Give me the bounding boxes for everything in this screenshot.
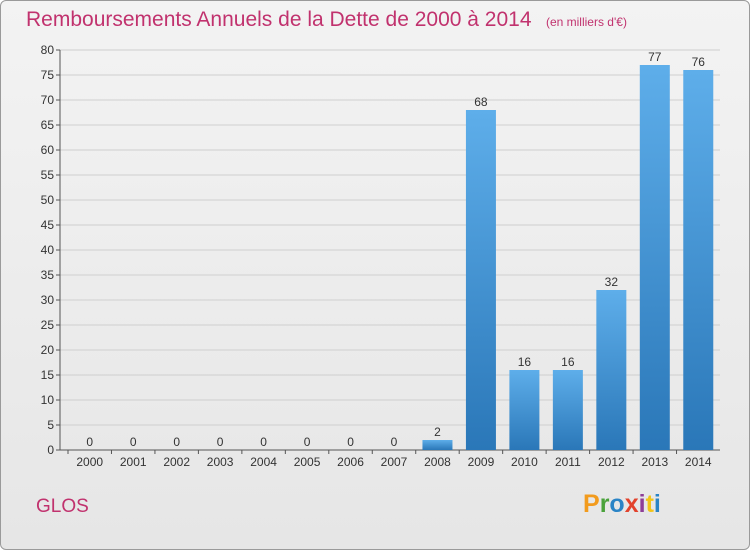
x-tick-label: 2014 bbox=[685, 455, 712, 469]
x-tick-label: 2013 bbox=[641, 455, 668, 469]
data-label: 32 bbox=[605, 275, 619, 289]
x-tick-label: 2012 bbox=[598, 455, 625, 469]
data-label: 0 bbox=[304, 435, 311, 449]
x-tick-label: 2001 bbox=[120, 455, 147, 469]
chart-title: Remboursements Annuels de la Dette de 20… bbox=[26, 8, 627, 32]
y-tick-label: 80 bbox=[41, 43, 55, 57]
y-tick-label: 15 bbox=[41, 368, 55, 382]
y-tick-label: 45 bbox=[41, 218, 55, 232]
x-tick-label: 2000 bbox=[76, 455, 103, 469]
y-tick-label: 0 bbox=[47, 443, 54, 457]
bar bbox=[639, 65, 670, 450]
data-label: 0 bbox=[260, 435, 267, 449]
x-tick-label: 2007 bbox=[381, 455, 408, 469]
logo-letter: o bbox=[609, 490, 625, 518]
chart-unit: (en milliers d'€) bbox=[545, 15, 627, 29]
y-tick-label: 40 bbox=[41, 243, 55, 257]
x-tick-label: 2009 bbox=[468, 455, 495, 469]
bar bbox=[509, 370, 540, 450]
data-label: 76 bbox=[692, 55, 706, 69]
x-tick-label: 2005 bbox=[294, 455, 321, 469]
logo-letter: i bbox=[653, 490, 661, 518]
data-label: 0 bbox=[391, 435, 398, 449]
data-label: 68 bbox=[474, 95, 488, 109]
bar bbox=[465, 110, 496, 450]
bar bbox=[422, 440, 453, 450]
logo-letter: P bbox=[583, 490, 600, 518]
bar bbox=[596, 290, 627, 450]
y-tick-label: 30 bbox=[41, 293, 55, 307]
data-label: 0 bbox=[173, 435, 180, 449]
data-label: 0 bbox=[347, 435, 354, 449]
y-tick-label: 55 bbox=[41, 168, 55, 182]
x-tick-label: 2003 bbox=[207, 455, 234, 469]
logo-letter: r bbox=[599, 490, 610, 518]
y-tick-label: 65 bbox=[41, 118, 55, 132]
logo-letter: i bbox=[638, 490, 646, 518]
y-tick-label: 10 bbox=[41, 393, 55, 407]
x-tick-label: 2006 bbox=[337, 455, 364, 469]
city-name: GLOS bbox=[36, 496, 89, 517]
y-tick-label: 75 bbox=[41, 68, 55, 82]
bars bbox=[422, 65, 714, 450]
data-label: 0 bbox=[217, 435, 224, 449]
data-label: 0 bbox=[130, 435, 137, 449]
data-label: 16 bbox=[518, 355, 532, 369]
logo-letter: x bbox=[624, 490, 639, 518]
x-tick-label: 2008 bbox=[424, 455, 451, 469]
y-tick-label: 25 bbox=[41, 318, 55, 332]
data-label: 2 bbox=[434, 425, 441, 439]
y-tick-label: 60 bbox=[41, 143, 55, 157]
x-tick-label: 2004 bbox=[250, 455, 277, 469]
y-tick-label: 50 bbox=[41, 193, 55, 207]
proxiti-logo: Proxiti bbox=[583, 490, 661, 519]
y-tick-label: 5 bbox=[47, 418, 54, 432]
bar bbox=[683, 70, 714, 450]
logo-letter: t bbox=[645, 490, 654, 518]
chart-title-text: Remboursements Annuels de la Dette de 20… bbox=[26, 8, 532, 31]
x-tick-label: 2002 bbox=[163, 455, 190, 469]
data-label: 0 bbox=[86, 435, 93, 449]
y-tick-label: 20 bbox=[41, 343, 55, 357]
x-tick-label: 2010 bbox=[511, 455, 538, 469]
bar bbox=[552, 370, 583, 450]
y-tick-label: 70 bbox=[41, 93, 55, 107]
data-label: 77 bbox=[648, 50, 662, 64]
y-tick-label: 35 bbox=[41, 268, 55, 282]
x-tick-label: 2011 bbox=[555, 455, 581, 469]
data-label: 16 bbox=[561, 355, 575, 369]
labels: 0510152025303540455055606570758020000200… bbox=[41, 43, 712, 469]
